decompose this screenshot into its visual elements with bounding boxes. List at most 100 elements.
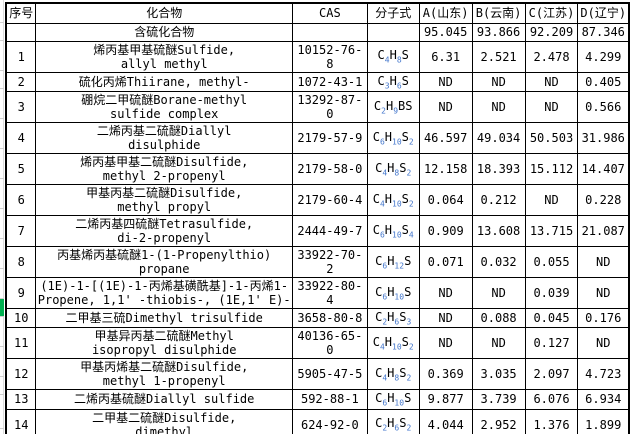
cell-value-c: 1.376: [524, 408, 579, 434]
cell-no: 4: [5, 121, 37, 154]
cell-value-a: ND: [418, 90, 473, 123]
header-region-a: A(山东): [418, 2, 473, 24]
cell-value-d: 4.723: [577, 358, 630, 391]
cell-formula: C6H10S2: [366, 121, 420, 154]
cell-value-b: 3.035: [471, 358, 526, 391]
cell-value-d: 6.934: [577, 389, 630, 410]
cell-no: 14: [5, 408, 37, 434]
cell-value-c: 92.209: [524, 22, 579, 42]
cell-value-b: ND: [471, 90, 526, 123]
table-row: 12 甲基丙烯基二硫醚Disulfide, methyl 1-propenyl 59…: [5, 358, 630, 391]
cell-no: 6: [5, 183, 37, 216]
cell-value-c: 0.045: [524, 307, 579, 329]
worksheet-grid-tick: [0, 88, 4, 89]
cell-value-c: 13.715: [524, 214, 579, 247]
cell-cas: 2179-58-0: [292, 152, 368, 185]
cell-formula: C6H10S: [366, 389, 420, 410]
cell-value-b: 49.034: [471, 121, 526, 154]
worksheet-grid-tick: [0, 238, 4, 239]
worksheet-grid-tick: [0, 22, 4, 23]
cell-no: 3: [5, 90, 37, 123]
cell-cas: [292, 22, 368, 42]
cell-formula: C2H6S2: [366, 408, 420, 434]
cell-value-b: 0.212: [471, 183, 526, 216]
table-row: 5 烯丙基甲基二硫醚Disulfide, methyl 2-propenyl 217…: [5, 152, 630, 185]
table-row: 8 丙基烯丙基硫醚1-(1-Propenylthio) propane 33922-…: [5, 245, 630, 278]
cell-value-d: 14.407: [577, 152, 630, 185]
table-row: 9 (1E)-1-[(1E)-1-丙烯基磺酰基]-1-丙烯1- Propene, …: [5, 276, 630, 309]
worksheet-grid-tick: [0, 70, 4, 71]
cell-value-c: 2.097: [524, 358, 579, 391]
cell-compound: 甲基异丙基二硫醚Methyl isopropyl disulphide: [35, 327, 293, 360]
worksheet-grid-tick: [0, 178, 4, 179]
cell-value-d: 0.176: [577, 307, 630, 329]
cell-no: 9: [5, 276, 37, 309]
cell-cas: 33922-70-2: [292, 245, 368, 278]
worksheet-grid-tick: [0, 208, 4, 209]
cell-cas: 2444-49-7: [292, 214, 368, 247]
header-compound: 化合物: [35, 2, 293, 24]
cell-value-b: ND: [471, 327, 526, 360]
cell-no: 2: [5, 71, 37, 92]
cell-value-a: 4.044: [418, 408, 473, 434]
row-10-selection-marker: [0, 298, 4, 316]
cell-value-b: ND: [471, 71, 526, 92]
cell-compound: 二烯丙基硫醚Diallyl sulfide: [35, 389, 293, 410]
table-body: 含硫化合物 95.045 93.866 92.209 87.346 1 烯丙基甲基…: [5, 22, 630, 434]
cell-value-c: 15.112: [524, 152, 579, 185]
cell-value-d: 87.346: [577, 22, 630, 42]
cell-value-c: 2.478: [524, 40, 579, 73]
table-row: 2 硫化丙烯Thiirane, methyl- 1072-43-1 C3H6S ND ND…: [5, 71, 630, 92]
cell-value-c: 0.039: [524, 276, 579, 309]
worksheet-grid-tick: [0, 298, 4, 299]
worksheet-edge-strip: [0, 0, 5, 434]
worksheet-grid-tick: [0, 346, 4, 347]
cell-value-a: ND: [418, 307, 473, 329]
cell-formula: C4H8S2: [366, 152, 420, 185]
cell-compound: 烯丙基甲基硫醚Sulfide, allyl methyl: [35, 40, 293, 73]
cell-value-b: 3.739: [471, 389, 526, 410]
table-row: 10 二甲基三硫Dimethyl trisulfide 3658-80-8 C2H6S…: [5, 307, 630, 329]
cell-no: 8: [5, 245, 37, 278]
cell-value-d: 31.986: [577, 121, 630, 154]
cell-compound: 甲基丙烯基二硫醚Disulfide, methyl 1-propenyl: [35, 358, 293, 391]
cell-formula: C2H9BS: [366, 90, 420, 123]
header-cas: CAS: [292, 2, 368, 24]
cell-formula: C4H10S2: [366, 327, 420, 360]
cell-value-d: ND: [577, 245, 630, 278]
cell-value-b: 18.393: [471, 152, 526, 185]
cell-value-c: 0.055: [524, 245, 579, 278]
cell-cas: 2179-57-9: [292, 121, 368, 154]
cell-cas: 1072-43-1: [292, 71, 368, 92]
cell-cas: 2179-60-4: [292, 183, 368, 216]
cell-formula: C6H10S: [366, 276, 420, 309]
cell-no: 7: [5, 214, 37, 247]
worksheet-grid-tick: [0, 394, 4, 395]
cell-no: 12: [5, 358, 37, 391]
cell-compound: 含硫化合物: [35, 22, 293, 42]
cell-value-c: ND: [524, 71, 579, 92]
cell-value-c: 6.076: [524, 389, 579, 410]
cell-value-b: 2.952: [471, 408, 526, 434]
table-row: 6 甲基丙基二硫醚Disulfide, methyl propyl 2179-60-…: [5, 183, 630, 216]
cell-formula: C6H12S: [366, 245, 420, 278]
cell-value-c: ND: [524, 90, 579, 123]
cell-value-d: ND: [577, 327, 630, 360]
cell-compound: 硫化丙烯Thiirane, methyl-: [35, 71, 293, 92]
cell-formula: C4H10S2: [366, 183, 420, 216]
cell-value-d: 0.566: [577, 90, 630, 123]
cell-value-a: 0.071: [418, 245, 473, 278]
worksheet-grid-tick: [0, 40, 4, 41]
worksheet-grid-tick: [0, 148, 4, 149]
cell-compound: 丙基烯丙基硫醚1-(1-Propenylthio) propane: [35, 245, 293, 278]
cell-value-c: 0.127: [524, 327, 579, 360]
table-row: 11 甲基异丙基二硫醚Methyl isopropyl disulphide 401…: [5, 327, 630, 360]
cell-cas: 10152-76-8: [292, 40, 368, 73]
cell-value-a: ND: [418, 327, 473, 360]
cell-cas: 33922-80-4: [292, 276, 368, 309]
cell-value-b: 2.521: [471, 40, 526, 73]
cell-value-a: ND: [418, 276, 473, 309]
table-header-row: 序号 化合物 CAS 分子式 A(山东) B(云南) C(江苏) D(辽宁): [5, 2, 630, 24]
cell-no: 13: [5, 389, 37, 410]
